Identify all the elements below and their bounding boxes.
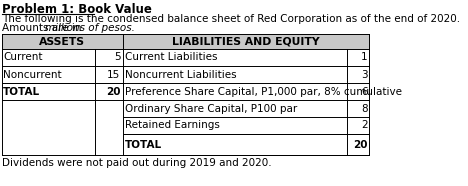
Text: 20: 20: [106, 86, 120, 97]
Text: Problem 1: Book Value: Problem 1: Book Value: [1, 3, 152, 16]
Text: Ordinary Share Capital, P100 par: Ordinary Share Capital, P100 par: [125, 103, 298, 113]
Text: Noncurrent Liabilities: Noncurrent Liabilities: [125, 70, 237, 79]
Bar: [1, 34, 123, 49]
Text: ASSETS: ASSETS: [39, 36, 85, 46]
Text: millions of pesos.: millions of pesos.: [44, 23, 134, 33]
Text: Current: Current: [3, 52, 43, 62]
Text: 20: 20: [353, 140, 368, 150]
Text: 3: 3: [361, 70, 368, 79]
Text: LIABILITIES AND EQUITY: LIABILITIES AND EQUITY: [172, 36, 320, 46]
Text: Current Liabilities: Current Liabilities: [125, 52, 218, 62]
Text: Preference Share Capital, P1,000 par, 8% cumulative: Preference Share Capital, P1,000 par, 8%…: [125, 86, 402, 97]
Text: 6: 6: [361, 86, 368, 97]
Text: Noncurrent: Noncurrent: [3, 70, 62, 79]
Text: TOTAL: TOTAL: [3, 86, 40, 97]
Text: 2: 2: [361, 121, 368, 131]
Text: Amounts are in: Amounts are in: [1, 23, 84, 33]
Text: 1: 1: [361, 52, 368, 62]
Text: The following is the condensed balance sheet of Red Corporation as of the end of: The following is the condensed balance s…: [1, 14, 460, 24]
Text: 5: 5: [114, 52, 120, 62]
Text: Retained Earnings: Retained Earnings: [125, 121, 220, 131]
Text: TOTAL: TOTAL: [125, 140, 162, 150]
Bar: [123, 34, 369, 49]
Text: Dividends were not paid out during 2019 and 2020.: Dividends were not paid out during 2019 …: [1, 158, 271, 168]
Text: 8: 8: [361, 103, 368, 113]
Text: 15: 15: [107, 70, 120, 79]
